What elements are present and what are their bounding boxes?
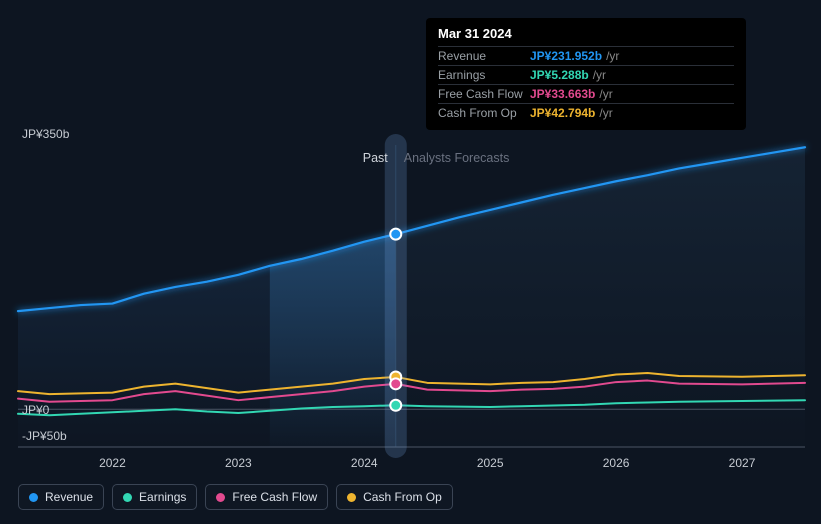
tooltip-row-value: JP¥33.663b	[530, 87, 595, 101]
legend-swatch	[123, 493, 132, 502]
legend-swatch	[216, 493, 225, 502]
tooltip-row-suffix: /yr	[606, 49, 619, 63]
financials-chart: JP¥350b JP¥0 -JP¥50b 2022 2023 2024 2025 2026 2…	[0, 0, 821, 524]
region-label-forecast: Analysts Forecasts	[404, 151, 510, 165]
tooltip-row-suffix: /yr	[599, 106, 612, 120]
x-axis-label: 2024	[351, 456, 378, 470]
tooltip-row-suffix: /yr	[599, 87, 612, 101]
y-axis-label: -JP¥50b	[22, 429, 67, 443]
region-label-past: Past	[363, 151, 388, 165]
tooltip-row: Cash From OpJP¥42.794b/yr	[438, 103, 734, 122]
tooltip-row-value: JP¥231.952b	[530, 49, 602, 63]
x-axis-label: 2025	[477, 456, 504, 470]
tooltip-row-label: Revenue	[438, 49, 530, 63]
legend-label: Revenue	[45, 490, 93, 504]
tooltip-row-suffix: /yr	[593, 68, 606, 82]
legend-label: Free Cash Flow	[232, 490, 317, 504]
legend-label: Cash From Op	[363, 490, 442, 504]
legend-swatch	[347, 493, 356, 502]
tooltip-row-label: Earnings	[438, 68, 530, 82]
y-axis-label: JP¥0	[22, 403, 49, 417]
x-axis-label: 2026	[603, 456, 630, 470]
chart-legend: Revenue Earnings Free Cash Flow Cash From O…	[18, 484, 453, 510]
tooltip-row: RevenueJP¥231.952b/yr	[438, 46, 734, 65]
tooltip-row-label: Free Cash Flow	[438, 87, 530, 101]
tooltip-row: Free Cash FlowJP¥33.663b/yr	[438, 84, 734, 103]
tooltip-row-value: JP¥5.288b	[530, 68, 589, 82]
marker-free_cash_flow	[390, 378, 401, 389]
x-axis-label: 2023	[225, 456, 252, 470]
marker-earnings	[390, 400, 401, 411]
tooltip-title: Mar 31 2024	[438, 26, 734, 46]
marker-revenue	[390, 229, 401, 240]
tooltip-row-value: JP¥42.794b	[530, 106, 595, 120]
legend-item-earnings[interactable]: Earnings	[112, 484, 197, 510]
legend-label: Earnings	[139, 490, 186, 504]
legend-item-revenue[interactable]: Revenue	[18, 484, 104, 510]
tooltip-row-label: Cash From Op	[438, 106, 530, 120]
tooltip-row: EarningsJP¥5.288b/yr	[438, 65, 734, 84]
legend-item-cash-from-op[interactable]: Cash From Op	[336, 484, 453, 510]
legend-item-free-cash-flow[interactable]: Free Cash Flow	[205, 484, 328, 510]
y-axis-label: JP¥350b	[22, 127, 69, 141]
x-axis-label: 2022	[99, 456, 126, 470]
legend-swatch	[29, 493, 38, 502]
x-axis-label: 2027	[729, 456, 756, 470]
chart-tooltip: Mar 31 2024 RevenueJP¥231.952b/yrEarning…	[426, 18, 746, 130]
